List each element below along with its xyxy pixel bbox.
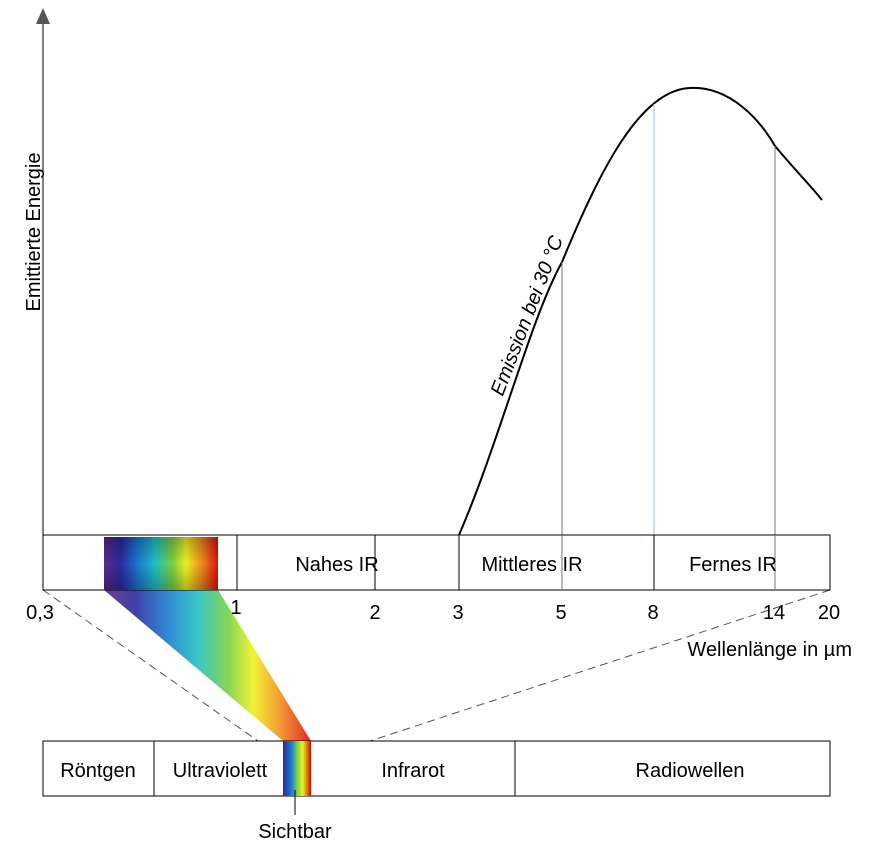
band-label: Ultraviolett xyxy=(173,760,268,782)
x-axis-label: Wellenlänge in µm xyxy=(687,639,852,661)
visible-funnel xyxy=(104,590,311,741)
band-label: Infrarot xyxy=(381,760,445,782)
tick-label: 5 xyxy=(555,602,566,624)
tick-label: 8 xyxy=(647,602,658,624)
curve-label: Emission bei 30 °C xyxy=(487,232,568,398)
band-label: Nahes IR xyxy=(295,554,378,576)
visible-strip xyxy=(283,741,311,796)
tick-label: 2 xyxy=(369,602,380,624)
tick-label: 14 xyxy=(763,602,785,624)
tick-label: 1 xyxy=(230,597,241,619)
band-label: Fernes IR xyxy=(689,554,777,576)
band-label: Mittleres IR xyxy=(481,554,582,576)
tick-label: 20 xyxy=(818,602,840,624)
visible-shade xyxy=(104,537,218,590)
zoom-line xyxy=(42,589,259,742)
emission-curve xyxy=(458,86,823,536)
spectrum-band xyxy=(42,740,831,797)
visible-label: Sichtbar xyxy=(258,821,332,843)
axis-arrow xyxy=(36,8,50,24)
zoom-line xyxy=(369,589,831,742)
tick-label: 3 xyxy=(452,602,463,624)
y-axis-label: Emittierte Energie xyxy=(23,153,45,312)
band-label: Radiowellen xyxy=(636,760,745,782)
tick-label: 0,3 xyxy=(26,602,54,624)
band-label: Röntgen xyxy=(60,760,136,782)
